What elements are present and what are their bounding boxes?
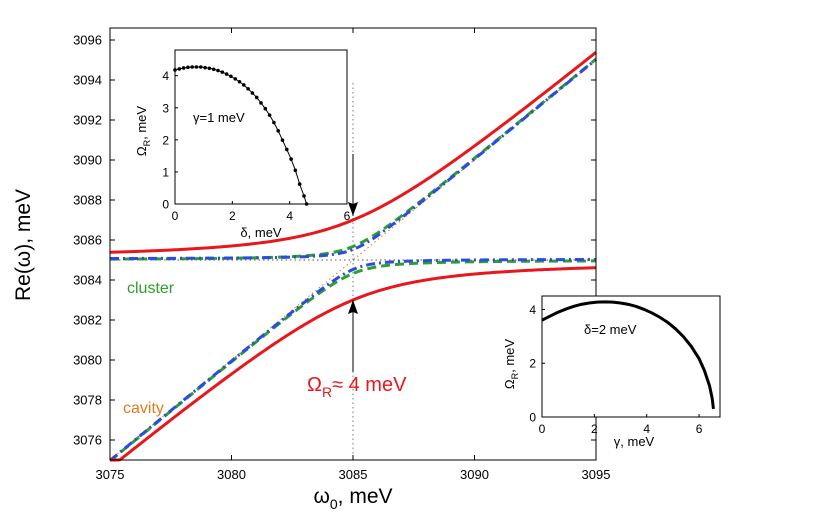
inset1-background xyxy=(175,50,347,204)
inset1-data-point xyxy=(190,65,194,69)
inset1-data-point xyxy=(272,120,276,125)
inset1-data-point xyxy=(203,65,207,70)
inset1-data-point xyxy=(207,66,212,71)
inset1-data-point xyxy=(276,129,281,133)
blue-dashdot-lower-branch xyxy=(109,258,597,462)
inset2-x-tick-label: 6 xyxy=(696,422,703,436)
inset2-title: δ=2 meV xyxy=(584,322,637,337)
main-y-tick-label: 3092 xyxy=(73,113,102,128)
inset1-y-tick-label: 1 xyxy=(162,165,169,179)
main-x-tick-label: 3080 xyxy=(217,467,246,482)
inset1-data-point xyxy=(259,101,263,105)
main-x-tick-label: 3085 xyxy=(339,467,368,482)
inset2-x-tick-label: 0 xyxy=(539,422,546,436)
inset2-frame xyxy=(541,295,721,418)
inset1-data-point xyxy=(263,106,268,111)
inset2-series xyxy=(541,300,715,410)
main-y-axis-label: Re(ω), meV xyxy=(12,189,35,301)
inset2-x-axis-label: γ, meV xyxy=(614,434,655,449)
inset1-data-point xyxy=(181,66,186,70)
cluster-upper-branch xyxy=(110,57,597,261)
inset2-y-tick-label: 2 xyxy=(529,357,536,371)
rabi-splitting-label: ΩR≈ 4 meV xyxy=(307,374,407,400)
inset1-data-point xyxy=(297,182,302,186)
main-arrows xyxy=(348,154,358,372)
rabi-4meV-upper-branch xyxy=(109,51,597,254)
inset1-y-tick-label: 0 xyxy=(162,198,169,212)
main-y-tick-label: 3076 xyxy=(73,433,102,448)
blue-dashdot-upper-branch xyxy=(110,58,597,260)
inset1-data-point xyxy=(289,157,293,161)
inset1-data-point xyxy=(211,67,216,72)
inset1-data-point xyxy=(246,87,250,91)
inset2-y-ticks: 0 2 4 xyxy=(529,303,545,425)
inset1-y-ticks: 0 1 2 3 4 xyxy=(162,69,178,212)
main-y-tick-label: 3084 xyxy=(73,273,102,288)
inset1-data-point xyxy=(194,65,199,69)
inset1-data-point xyxy=(216,68,220,73)
main-y-tick-label: 3082 xyxy=(73,313,102,328)
main-y-tick-label: 3090 xyxy=(73,153,102,168)
inset1-data-point xyxy=(293,168,298,173)
inset1-x-tick-label: 4 xyxy=(286,209,293,223)
inset2-y-tick-label: 0 xyxy=(529,411,536,425)
inset1-data-point xyxy=(177,67,182,71)
inset1-data-point xyxy=(267,113,272,117)
inset1-data-point xyxy=(280,138,285,142)
inset1-x-tick-label: 2 xyxy=(229,209,236,223)
inset2-y-tick-label: 4 xyxy=(529,303,536,317)
main-chart: 3075 3080 3085 3090 3095 3076 3078 3080 3082 308… xyxy=(12,27,611,512)
inset1-y-tick-label: 2 xyxy=(162,133,169,147)
inset1-y-tick-label: 3 xyxy=(162,101,169,115)
arrow-head xyxy=(348,202,358,216)
main-y-tick-label: 3088 xyxy=(73,193,102,208)
inset1-data-point xyxy=(242,83,246,87)
cluster-label: cluster xyxy=(127,280,175,297)
inset1-data-point xyxy=(250,91,255,95)
cluster-lower-branch xyxy=(109,259,596,462)
inset1-data-point xyxy=(233,77,237,81)
main-y-tick-label: 3080 xyxy=(73,353,102,368)
inset1-x-tick-label: 6 xyxy=(344,209,351,223)
inset1-frame xyxy=(174,49,348,205)
main-y-tick-label: 3094 xyxy=(73,73,102,88)
inset-bottom-right: 0 2 4 6 0 2 4 δ=2 meV γ, meV ΩR, meV xyxy=(502,295,721,449)
inset1-data-point xyxy=(285,147,289,152)
arrow-head xyxy=(348,300,358,314)
inset1-series xyxy=(173,65,309,206)
inset-top-left: 0 2 4 6 0 1 2 3 4 γ=1 meV δ, meV ΩR, meV xyxy=(134,49,351,240)
main-series xyxy=(109,51,597,462)
inset1-data-point xyxy=(199,65,203,69)
main-x-tick-label: 3090 xyxy=(460,467,489,482)
inset1-data-point xyxy=(186,65,190,70)
inset2-curve xyxy=(541,300,715,410)
inset1-x-ticks: 0 2 4 6 xyxy=(172,201,351,223)
inset2-x-ticks: 0 2 4 6 xyxy=(539,414,703,436)
inset1-y-axis-label: ΩR, meV xyxy=(134,106,152,157)
main-y-tick-label: 3078 xyxy=(73,393,102,408)
inset1-data-point xyxy=(220,70,225,74)
inset1-title: γ=1 meV xyxy=(193,110,245,125)
inset1-y-tick-label: 4 xyxy=(162,69,169,83)
inset2-x-tick-label: 4 xyxy=(643,422,650,436)
main-x-axis-label: ω0, meV xyxy=(313,485,392,512)
main-y-tick-label: 3096 xyxy=(73,33,102,48)
inset1-data-point xyxy=(237,79,242,84)
main-x-tick-label: 3075 xyxy=(96,467,125,482)
inset1-x-axis-label: δ, meV xyxy=(240,225,282,240)
cavity-label: cavity xyxy=(123,400,164,417)
main-x-tick-label: 3095 xyxy=(582,467,611,482)
main-x-ticks: 3075 3080 3085 3090 3095 xyxy=(96,28,611,482)
main-y-tick-label: 3086 xyxy=(73,233,102,248)
inset1-data-point xyxy=(224,72,229,76)
inset2-y-axis-label: ΩR, meV xyxy=(502,339,520,390)
main-y-ticks: 3076 3078 3080 3082 3084 3086 3088 3090 3092 3094… xyxy=(73,33,596,448)
inset1-data-point xyxy=(254,95,259,100)
inset2-x-tick-label: 2 xyxy=(591,422,598,436)
inset1-x-tick-label: 0 xyxy=(172,209,179,223)
inset2-background xyxy=(542,296,720,417)
inset1-data-point xyxy=(302,194,306,198)
inset1-data-point xyxy=(229,74,233,79)
